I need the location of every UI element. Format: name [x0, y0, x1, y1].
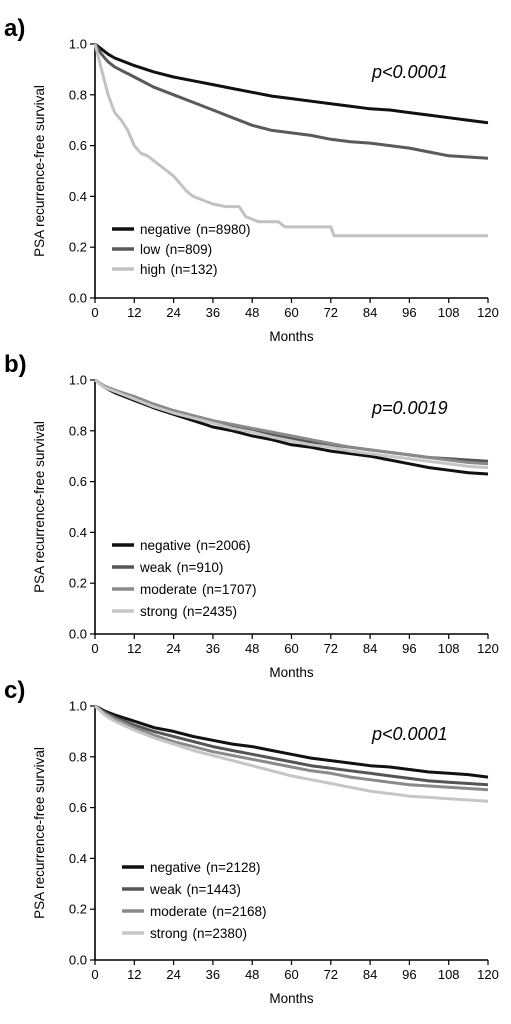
legend-count-weak: (n=910): [177, 560, 224, 575]
legend-label-strong: strong: [150, 926, 188, 941]
legend-count-negative: (n=8980): [196, 222, 250, 237]
y-axis-title: PSA recurrence-free survival: [32, 747, 47, 919]
x-tick-label: 12: [127, 305, 141, 320]
x-tick-label: 72: [324, 305, 338, 320]
y-tick-label: 0.6: [69, 138, 87, 153]
y-axis-title: PSA recurrence-free survival: [32, 85, 47, 257]
x-tick-label: 84: [363, 641, 377, 656]
x-tick-label: 96: [402, 641, 416, 656]
legend-label-negative: negative: [150, 860, 201, 875]
legend-label-moderate: moderate: [150, 904, 207, 919]
legend-label-weak: weak: [139, 560, 172, 575]
y-tick-label: 0.0: [69, 627, 87, 642]
x-tick-label: 96: [402, 967, 416, 982]
y-tick-label: 1.0: [69, 373, 87, 388]
x-tick-label: 12: [127, 967, 141, 982]
y-tick-label: 0.0: [69, 291, 87, 306]
series-line-moderate: [94, 704, 489, 792]
x-tick-label: 48: [245, 305, 259, 320]
legend-count-moderate: (n=1707): [202, 582, 256, 597]
x-axis-title: Months: [269, 991, 314, 1006]
legend-count-moderate: (n=2168): [212, 904, 266, 919]
y-tick-label: 0.8: [69, 749, 87, 764]
panel-label: c): [4, 677, 25, 704]
p-value-annotation: p<0.0001: [371, 724, 448, 744]
y-tick-label: 0.2: [69, 902, 87, 917]
x-tick-label: 24: [166, 305, 180, 320]
x-tick-label: 60: [284, 641, 298, 656]
x-tick-label: 84: [363, 967, 377, 982]
legend-label-high: high: [140, 262, 166, 277]
y-tick-label: 0.2: [69, 240, 87, 255]
y-tick-label: 0.6: [69, 800, 87, 815]
series-line-moderate: [94, 378, 489, 466]
y-tick-label: 0.2: [69, 576, 87, 591]
x-tick-label: 108: [438, 305, 460, 320]
legend-count-negative: (n=2128): [206, 860, 260, 875]
x-tick-label: 48: [245, 641, 259, 656]
x-tick-label: 24: [166, 641, 180, 656]
y-axis-title: PSA recurrence-free survival: [32, 421, 47, 593]
x-tick-label: 0: [91, 305, 98, 320]
x-tick-label: 72: [324, 967, 338, 982]
x-tick-label: 36: [206, 641, 220, 656]
x-tick-label: 108: [438, 641, 460, 656]
x-tick-label: 72: [324, 641, 338, 656]
x-tick-label: 96: [402, 305, 416, 320]
legend-count-negative: (n=2006): [196, 538, 250, 553]
p-value-annotation: p=0.0019: [371, 398, 448, 418]
x-tick-label: 120: [477, 967, 499, 982]
legend-label-negative: negative: [140, 538, 191, 553]
x-tick-label: 36: [206, 967, 220, 982]
legend-label-low: low: [140, 242, 161, 257]
y-tick-label: 0.0: [69, 953, 87, 968]
y-tick-label: 0.6: [69, 474, 87, 489]
panel-label: b): [4, 351, 27, 378]
series-line-weak: [94, 704, 489, 787]
x-tick-label: 120: [477, 305, 499, 320]
legend-count-strong: (n=2380): [193, 926, 247, 941]
x-tick-label: 0: [91, 641, 98, 656]
legend-label-strong: strong: [140, 604, 178, 619]
series-line-low: [93, 43, 489, 160]
y-tick-label: 0.4: [69, 851, 87, 866]
legend-label-weak: weak: [149, 882, 182, 897]
legend-label-negative: negative: [140, 222, 191, 237]
x-tick-label: 0: [91, 967, 98, 982]
chart-panel-3: c) 0.0 0.2 0.4 0.6 0.8 1.0 0 12 24 36 48 60 72 84 96 108…: [4, 677, 499, 1006]
x-tick-label: 60: [284, 305, 298, 320]
chart-panel-1: a) 0.0 0.2 0.4 0.6 0.8 1.0 0 12 24 36 48 60 72 84 96 108…: [4, 15, 499, 344]
x-axis-title: Months: [269, 329, 314, 344]
y-tick-label: 1.0: [69, 699, 87, 714]
legend-count-strong: (n=2435): [183, 604, 237, 619]
series-line-high: [93, 43, 488, 238]
chart-panel-2: b) 0.0 0.2 0.4 0.6 0.8 1.0 0 12 24 36 48 60 72 84 96 108…: [4, 351, 499, 680]
legend-count-weak: (n=1443): [187, 882, 241, 897]
x-tick-label: 24: [166, 967, 180, 982]
x-tick-label: 48: [245, 967, 259, 982]
x-tick-label: 12: [127, 641, 141, 656]
panel-label: a): [4, 15, 25, 42]
series-line-weak: [94, 378, 489, 463]
x-tick-label: 108: [438, 967, 460, 982]
x-tick-label: 120: [477, 641, 499, 656]
series-line-negative: [94, 42, 489, 125]
legend-count-high: (n=132): [171, 262, 218, 277]
x-tick-label: 60: [284, 967, 298, 982]
series-line-negative: [94, 704, 489, 779]
y-tick-label: 0.8: [69, 87, 87, 102]
legend-count-low: (n=809): [165, 242, 212, 257]
series-line-strong: [94, 378, 489, 470]
legend-label-moderate: moderate: [140, 582, 197, 597]
p-value-annotation: p<0.0001: [371, 62, 448, 82]
y-tick-label: 0.4: [69, 525, 87, 540]
x-tick-label: 84: [363, 305, 377, 320]
x-tick-label: 36: [206, 305, 220, 320]
y-tick-label: 1.0: [69, 37, 87, 52]
y-tick-label: 0.4: [69, 189, 87, 204]
y-tick-label: 0.8: [69, 423, 87, 438]
x-axis-title: Months: [269, 665, 314, 680]
series-line-strong: [93, 704, 489, 803]
